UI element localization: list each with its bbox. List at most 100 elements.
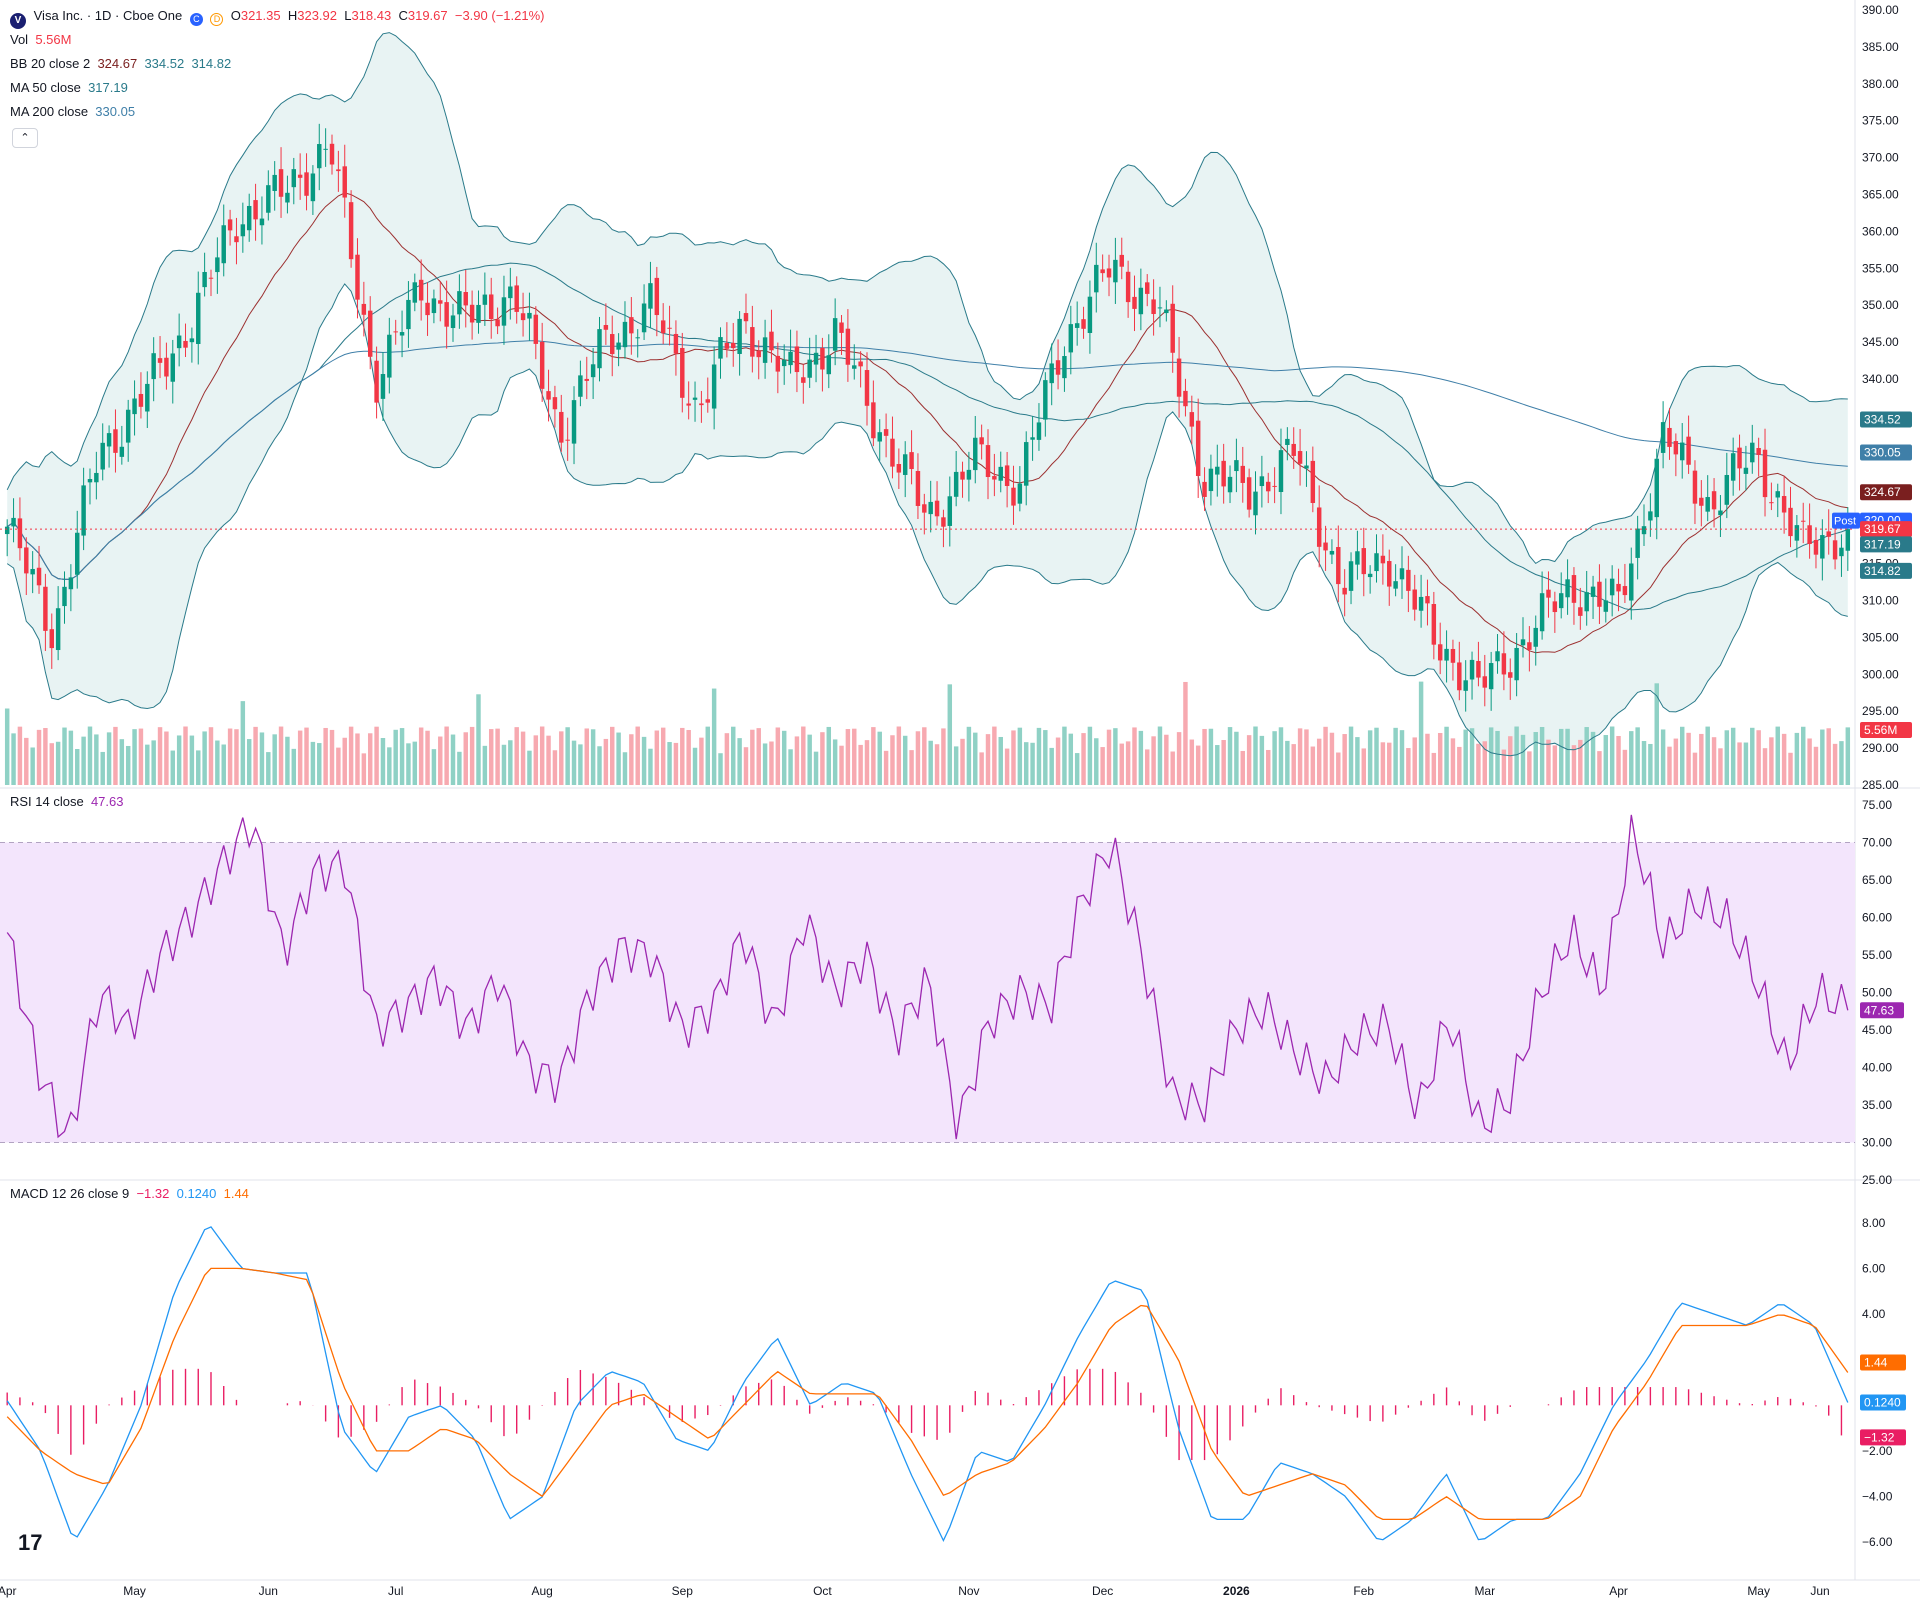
candle-body: [4, 526, 10, 535]
candle-body: [1660, 422, 1666, 453]
ma50-legend[interactable]: MA 50 close 317.19: [10, 80, 128, 96]
candle-body: [1348, 561, 1354, 591]
volume-bar: [367, 733, 373, 785]
volume-bar: [845, 729, 851, 785]
candle-body: [1667, 427, 1672, 447]
time-axis-tick-label: Jul: [388, 1584, 403, 1598]
candle-body: [826, 355, 832, 375]
volume-bar: [469, 726, 475, 785]
price-candle: [1004, 451, 1010, 508]
price-candle: [839, 314, 844, 355]
volume-bar: [323, 727, 328, 785]
candle-body: [1609, 578, 1615, 596]
price-candle: [998, 451, 1003, 493]
price-candle: [1820, 519, 1825, 581]
candle-body: [125, 409, 131, 443]
candle-body: [1622, 586, 1628, 596]
candle-body: [43, 586, 48, 631]
price-tag-label: 5.56M: [1864, 723, 1897, 737]
macd-legend[interactable]: MACD 12 26 close 9 −1.32 0.1240 1.44: [10, 1186, 249, 1202]
volume-bar: [1023, 742, 1029, 785]
price-candle: [1208, 454, 1214, 506]
candle-body: [699, 403, 704, 406]
volume-bar: [1801, 726, 1806, 785]
volume-bar: [189, 735, 195, 785]
candle-body: [482, 294, 488, 305]
tradingview-logo-icon[interactable]: 17: [18, 1530, 43, 1555]
candle-body: [240, 224, 246, 237]
price-candle: [1253, 471, 1258, 535]
collapse-legend-button[interactable]: ⌃: [12, 128, 38, 148]
candle-body: [1839, 547, 1844, 557]
volume-bar: [1119, 743, 1124, 785]
price-candle: [367, 296, 373, 370]
candle-body: [801, 377, 806, 383]
candle-body: [769, 331, 774, 351]
candle-body: [979, 437, 984, 445]
bollinger-legend[interactable]: BB 20 close 2 324.67 334.52 314.82: [10, 56, 231, 72]
rsi-legend[interactable]: RSI 14 close 47.63: [10, 794, 123, 810]
volume-bar: [1049, 747, 1054, 785]
symbol-title[interactable]: Visa Inc. · 1D · Cboe One: [33, 8, 183, 23]
bollinger-lower-line: [6, 283, 1848, 757]
price-candle: [699, 390, 704, 423]
candle-body: [622, 321, 628, 348]
price-tag-bg: [1860, 484, 1912, 501]
price-candle: [724, 322, 730, 358]
candle-body: [444, 302, 449, 327]
volume-bar: [1074, 753, 1080, 785]
volume-bar: [973, 732, 978, 785]
price-candle: [673, 320, 679, 376]
volume-bar: [1348, 726, 1354, 785]
candle-body: [1329, 550, 1335, 555]
candle-body: [202, 271, 207, 288]
candle-body: [1291, 443, 1296, 456]
candle-body: [1387, 561, 1392, 587]
volume-legend[interactable]: Vol 5.56M: [10, 32, 71, 48]
volume-bar: [450, 734, 456, 785]
price-candle: [457, 274, 462, 329]
price-candle: [648, 261, 653, 329]
volume-bar: [1495, 730, 1500, 785]
price-candle: [1189, 395, 1195, 445]
candle-body: [584, 378, 589, 381]
rsi-line: [6, 814, 1849, 1140]
candle-body: [1125, 271, 1131, 303]
volume-bar: [858, 744, 863, 785]
volume-bar: [418, 727, 424, 785]
volume-bar: [317, 743, 322, 785]
price-candle: [1074, 301, 1080, 346]
volume-bar: [1794, 732, 1800, 785]
price-axis-tick-label: 310.00: [1862, 593, 1899, 607]
candle-body: [1151, 299, 1156, 315]
volume-bar: [826, 726, 832, 785]
price-candle: [852, 344, 857, 380]
volume-bar: [278, 726, 284, 785]
price-candle: [176, 313, 182, 367]
price-candle: [762, 319, 768, 379]
ohlc-low-value: 318.43: [351, 8, 392, 23]
volume-bar: [1832, 743, 1838, 785]
volume-bar: [578, 744, 583, 785]
ma200-legend[interactable]: MA 200 close 330.05: [10, 104, 135, 120]
volume-bar: [743, 747, 749, 785]
price-candle: [680, 332, 685, 413]
volume-bar: [1374, 727, 1379, 785]
volume-bar: [329, 729, 335, 785]
volume-bar: [724, 733, 730, 785]
candle-body: [648, 283, 653, 309]
volume-bar: [922, 727, 927, 785]
price-tag-label: 314.82: [1864, 564, 1901, 578]
volume-legend-label: Vol: [10, 32, 29, 47]
delayed-data-icon: D: [210, 13, 224, 26]
macd-axis-tick-label: 6.00: [1862, 1261, 1886, 1275]
volume-bar: [1125, 741, 1131, 785]
ohlc-open-value: 321.35: [240, 8, 281, 23]
price-candle: [285, 175, 290, 214]
volume-bar: [1336, 752, 1341, 785]
price-candle: [1240, 446, 1245, 503]
price-candle: [1552, 591, 1558, 633]
candle-body: [731, 342, 736, 349]
